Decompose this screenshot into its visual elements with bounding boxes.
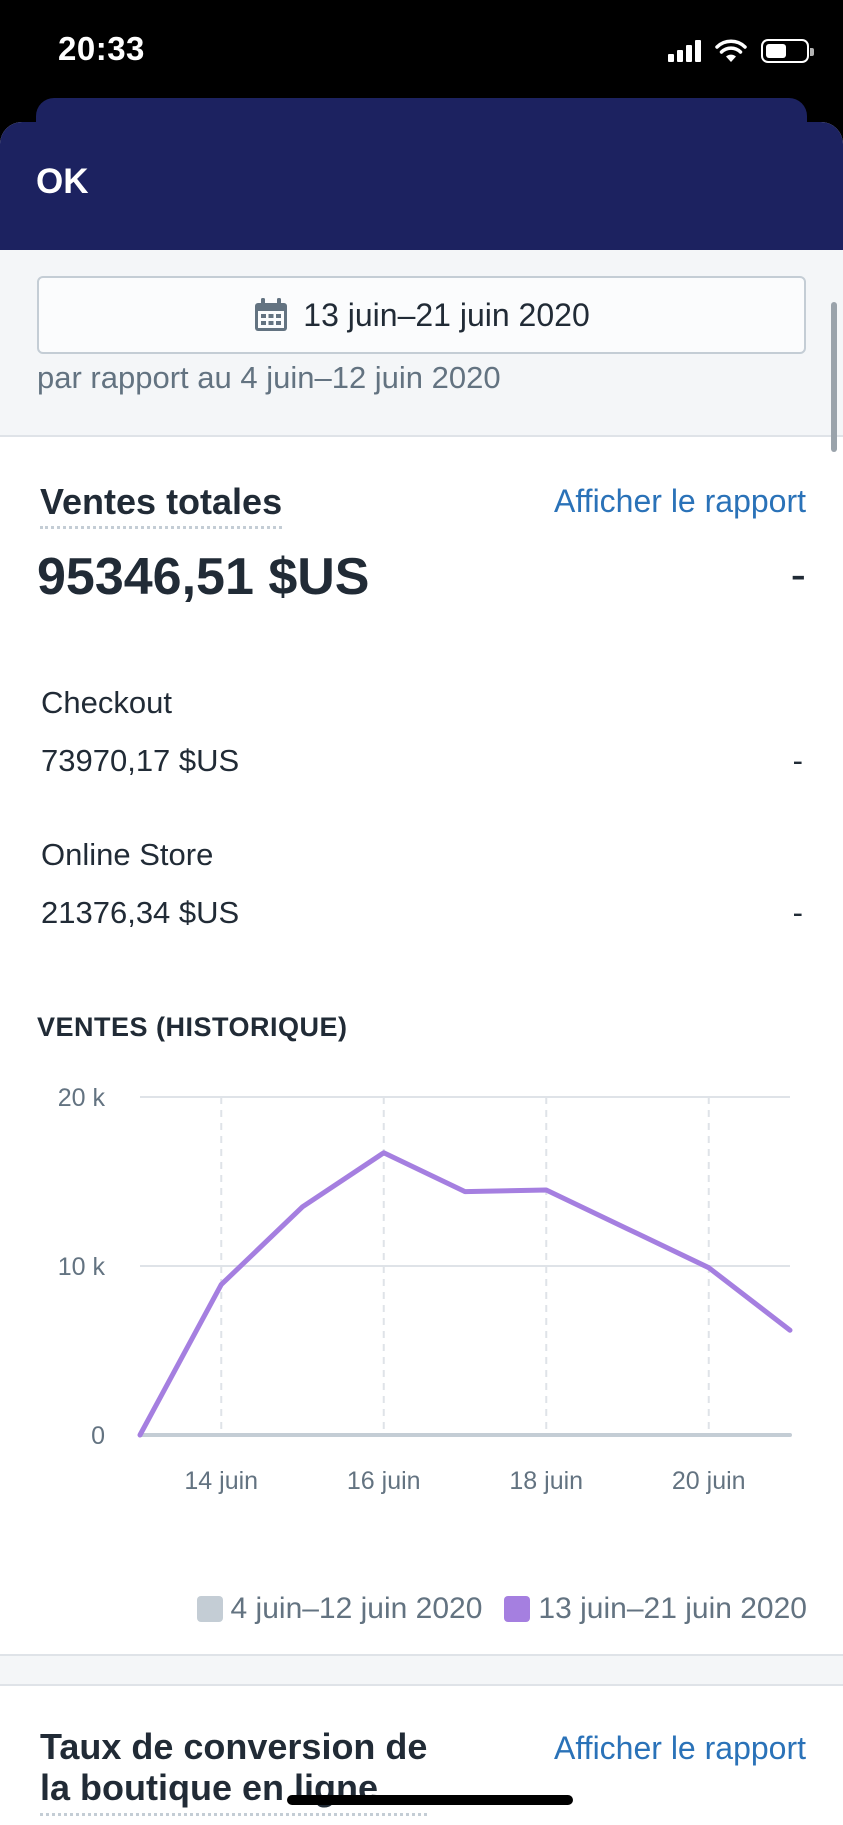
x-tick-label: 18 juin	[509, 1467, 583, 1495]
cellular-signal-icon	[668, 40, 701, 62]
view-report-link[interactable]: Afficher le rapport	[554, 483, 806, 519]
channel-checkout-change: -	[792, 743, 803, 778]
legend-swatch-previous	[196, 1596, 223, 1622]
x-tick-label: 14 juin	[184, 1467, 258, 1495]
total-sales-card: Ventes totales Afficher le rapport 95346…	[0, 435, 843, 1656]
status-bar: 20:33	[0, 0, 843, 100]
status-time: 20:33	[58, 30, 145, 67]
sales-line-chart: 20 k 10 k 0 14 juin 16 juin 18 juin 20 juin	[58, 1084, 793, 1495]
legend-label-previous: 4 juin–12 juin 2020	[230, 1592, 483, 1625]
sales-modal: OK 13 juin–21 juin 2020 par rapport au 4…	[0, 122, 843, 1825]
date-range-picker[interactable]: 13 juin–21 juin 2020	[37, 276, 806, 354]
channel-checkout-name: Checkout	[41, 685, 172, 720]
conversion-title[interactable]: Taux de conversion de la boutique en lig…	[40, 1726, 428, 1816]
date-section: 13 juin–21 juin 2020 par rapport au 4 ju…	[0, 250, 843, 558]
channel-online-store-change: -	[792, 895, 803, 930]
chart-heading: VENTES (HISTORIQUE)	[37, 1012, 348, 1042]
home-indicator[interactable]	[287, 1795, 573, 1805]
wifi-icon	[715, 39, 747, 62]
total-sales-change: -	[790, 548, 806, 600]
comparison-range: par rapport au 4 juin–12 juin 2020	[37, 360, 501, 395]
date-range-label: 13 juin–21 juin 2020	[303, 296, 590, 333]
status-icons	[668, 36, 814, 66]
scrollbar[interactable]	[831, 302, 837, 452]
y-tick-label: 10 k	[58, 1253, 106, 1281]
battery-icon	[761, 39, 814, 63]
chart-legend: 4 juin–12 juin 2020 13 juin–21 juin 2020	[175, 1592, 807, 1626]
y-tick-label: 20 k	[58, 1084, 106, 1112]
total-sales-value: 95346,51 $US	[37, 548, 370, 606]
legend-swatch-current	[504, 1596, 531, 1622]
conversion-title-line1: Taux de conversion de	[40, 1726, 428, 1767]
conversion-view-report-link[interactable]: Afficher le rapport	[554, 1730, 806, 1766]
y-tick-label: 0	[91, 1422, 105, 1450]
legend-label-current: 13 juin–21 juin 2020	[538, 1592, 807, 1625]
calendar-icon	[255, 298, 288, 331]
channel-online-store-value: 21376,34 $US	[41, 895, 240, 930]
channel-checkout-value: 73970,17 $US	[41, 743, 240, 778]
x-tick-label: 20 juin	[672, 1467, 746, 1495]
legend-item-previous[interactable]: 4 juin–12 juin 2020	[196, 1592, 483, 1626]
ok-button[interactable]: OK	[36, 162, 89, 201]
total-sales-title[interactable]: Ventes totales	[40, 481, 283, 530]
modal-header: OK	[0, 122, 843, 250]
x-tick-label: 16 juin	[347, 1467, 421, 1495]
channel-online-store-name: Online Store	[41, 837, 214, 872]
legend-item-current[interactable]: 13 juin–21 juin 2020	[504, 1592, 807, 1626]
series-line-current	[137, 1150, 793, 1438]
